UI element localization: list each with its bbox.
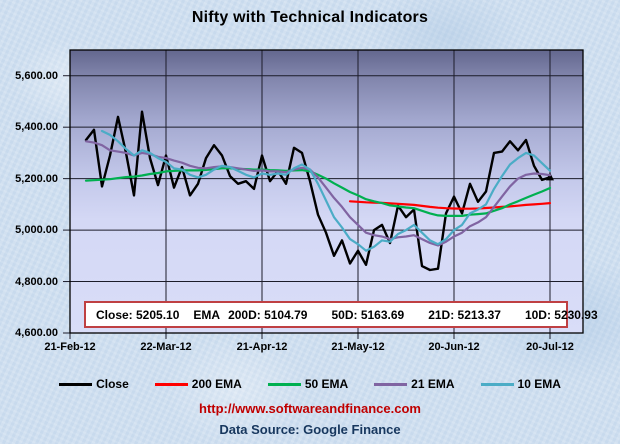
- y-axis-label: 4,800.00: [15, 275, 58, 288]
- x-axis-label: 21-Apr-12: [236, 341, 288, 353]
- close-line-swatch: [59, 382, 93, 386]
- website-url-link[interactable]: http://www.softwareandfinance.com: [199, 401, 421, 416]
- legend: Close 200 EMA 50 EMA 21 EMA 10 EMA: [0, 376, 620, 392]
- y-axis-label: 5,400.00: [15, 121, 58, 134]
- legend-label-200ema: 200 EMA: [191, 377, 242, 391]
- y-axis-label: 5,000.00: [15, 224, 58, 237]
- legend-label-close: Close: [96, 377, 129, 391]
- legend-label-21ema: 21 EMA: [411, 377, 455, 391]
- legend-item-10ema: 10 EMA: [480, 377, 561, 391]
- x-axis-label: 20-Jun-12: [428, 341, 480, 353]
- legend-item-200ema: 200 EMA: [154, 377, 242, 391]
- legend-item-21ema: 21 EMA: [374, 377, 455, 391]
- plot-area: [63, 49, 584, 339]
- chart-title: Nifty with Technical Indicators: [191, 9, 429, 26]
- x-axis-label: 21-May-12: [331, 341, 385, 353]
- legend-label-10ema: 10 EMA: [517, 377, 561, 391]
- legend-item-close: Close: [59, 377, 129, 391]
- y-axis-label: 5,200.00: [15, 172, 58, 185]
- x-axis-label: 21-Feb-12: [44, 341, 96, 353]
- y-axis-label: 4,600.00: [15, 327, 58, 339]
- close-value: Close: 5205.10: [96, 307, 180, 322]
- ema21-value: 21D: 5213.37: [428, 307, 501, 322]
- x-axis-label: 22-Mar-12: [140, 341, 192, 353]
- data-source-text: Data Source: Google Finance: [219, 422, 401, 437]
- ema10-value: 10D: 5230.93: [524, 307, 598, 322]
- indicator-values-box: Close: 5205.10 EMA 200D: 5104.79 50D: 51…: [84, 301, 598, 328]
- ema50-line-swatch: [267, 382, 301, 386]
- y-axis-label: 5,600.00: [15, 69, 58, 82]
- ema50-value: 50D: 5163.69: [331, 307, 405, 322]
- x-axis-label: 20-Jul-12: [526, 341, 574, 353]
- ema200-line-swatch: [154, 382, 188, 386]
- ema-prefix: EMA: [193, 307, 221, 322]
- legend-item-50ema: 50 EMA: [267, 377, 349, 391]
- legend-label-50ema: 50 EMA: [304, 377, 349, 391]
- ema200-value: 200D: 5104.79: [228, 307, 308, 322]
- ema21-line-swatch: [374, 382, 408, 386]
- ema10-line-swatch: [480, 382, 514, 386]
